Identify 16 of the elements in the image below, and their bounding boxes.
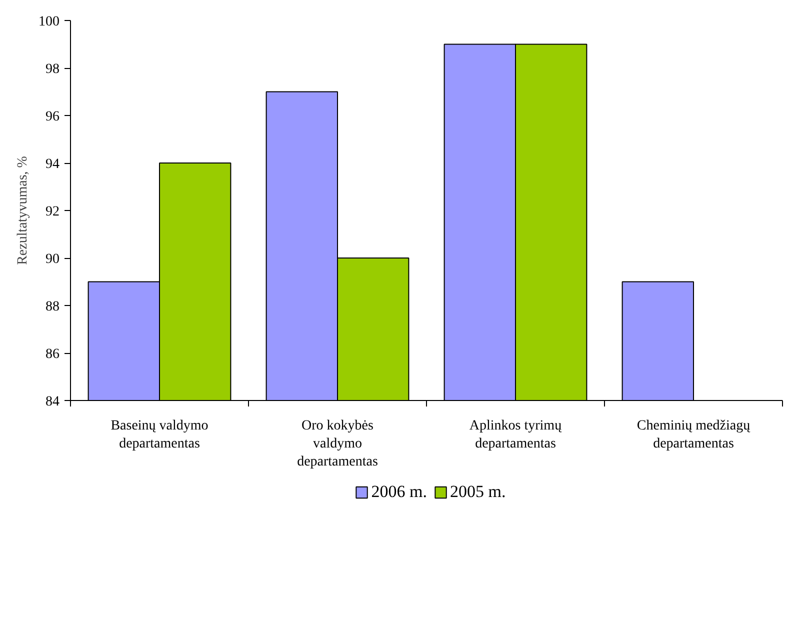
legend-label: 2005 m. xyxy=(450,482,506,502)
y-tick-label: 92 xyxy=(46,204,60,220)
y-axis-title: Rezultatyvumas, % xyxy=(16,156,30,265)
x-tick-label: Cheminių medžiagų departamentas xyxy=(636,418,750,452)
x-tick-label: Baseinų valdymo departamentas xyxy=(110,418,208,452)
y-tick-label: 94 xyxy=(46,157,60,172)
x-tick-label: Oro kokybės valdymo departamentas xyxy=(297,418,378,470)
y-tick-label: 96 xyxy=(46,110,60,124)
y-tick-label: 98 xyxy=(46,62,60,77)
y-tick-label: 88 xyxy=(46,300,60,314)
y-tick-label: 100 xyxy=(38,14,60,30)
legend-label: 2006 m. xyxy=(371,482,427,502)
y-tick-label: 86 xyxy=(46,347,60,362)
y-tick-label: 84 xyxy=(46,394,60,410)
x-tick-label: Aplinkos tyrimų departamentas xyxy=(469,418,562,452)
y-tick-label: 90 xyxy=(46,252,60,267)
